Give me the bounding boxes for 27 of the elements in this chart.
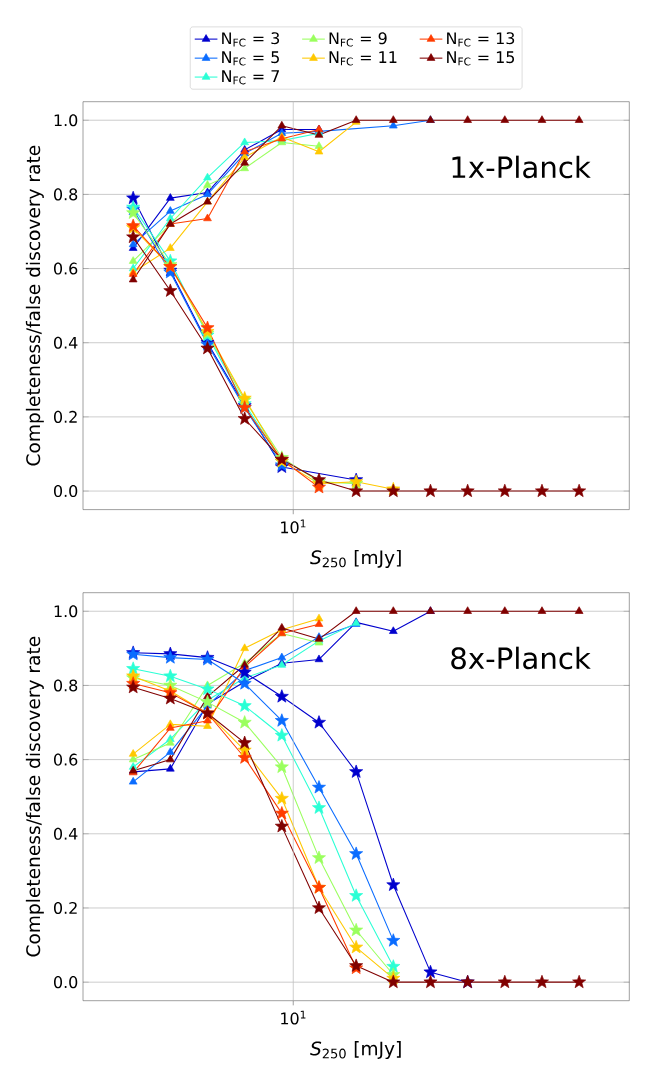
y-tick-label: 0.4 <box>54 827 78 840</box>
text: 10$^{1}$ <box>281 519 306 534</box>
y-tick-label: 0.2 <box>54 901 77 914</box>
y-tick-label: 0.2 <box>54 410 77 423</box>
legend-label: N$_{FC}$ = 11 <box>329 51 397 66</box>
legend-label: N$_{FC}$ = 7 <box>222 70 279 85</box>
legend-label: N$_{FC}$ = 15 <box>447 51 515 66</box>
legend-label: N$_{FC}$ = 13 <box>447 32 515 47</box>
annotation: 1x-Planck <box>452 155 591 179</box>
y-tick-label: 0.6 <box>54 753 78 766</box>
y-tick-label: 0.8 <box>54 188 78 201</box>
y-tick-label: 0.4 <box>54 336 78 349</box>
y-tick-label: 1.0 <box>54 605 78 618</box>
y-tick-label: 1.0 <box>54 114 78 127</box>
legend-label: N$_{FC}$ = 9 <box>329 32 387 47</box>
x-axis-title: S$_{250}$ [mJy] <box>310 549 401 568</box>
annotation: 8x-Planck <box>451 646 591 670</box>
y-axis-title: Completeness/false discovery rate <box>25 636 44 957</box>
y-tick-label: 0.0 <box>54 976 78 989</box>
legend-label: N$_{FC}$ = 3 <box>222 32 280 47</box>
y-axis-title: Completeness/false discovery rate <box>25 145 44 466</box>
y-tick-label: 0.0 <box>54 485 78 498</box>
y-tick-label: 0.8 <box>54 679 78 692</box>
legend-label: N$_{FC}$ = 5 <box>222 51 279 66</box>
x-axis-title: S$_{250}$ [mJy] <box>310 1041 401 1060</box>
y-tick-label: 0.6 <box>54 262 78 275</box>
text: 10$^{1}$ <box>281 1010 306 1025</box>
